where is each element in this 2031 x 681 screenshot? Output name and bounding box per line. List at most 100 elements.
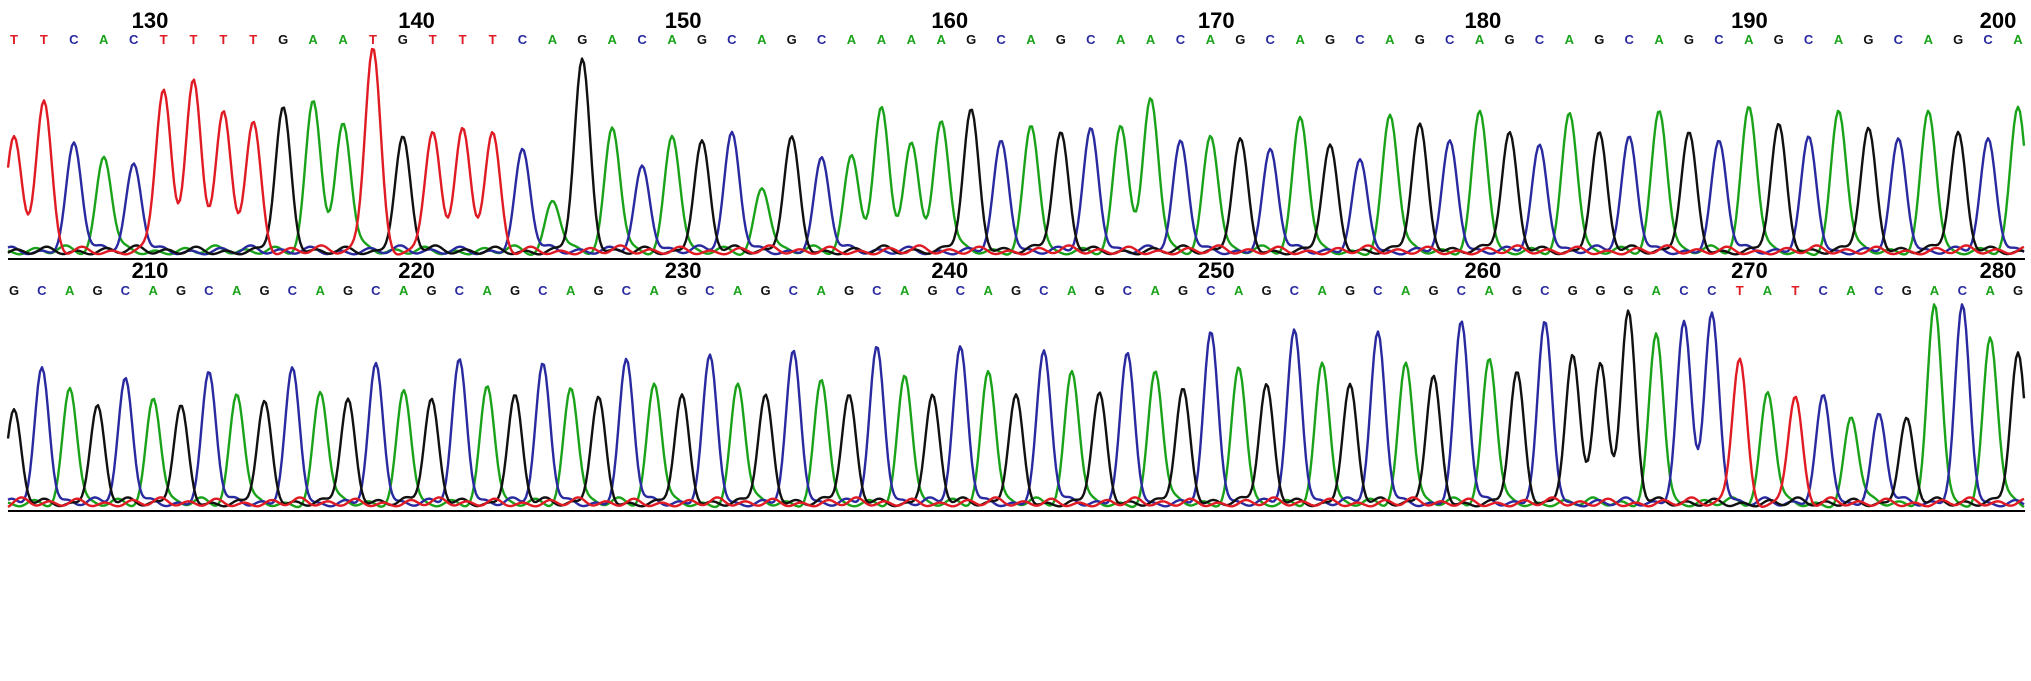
trace-G (7, 57, 2025, 256)
base-call: G (1094, 283, 1104, 298)
traces (6, 47, 2026, 257)
base-call: C (705, 283, 715, 298)
base-call: G (426, 283, 436, 298)
base-call: A (1385, 32, 1395, 47)
base-call: T (1736, 283, 1744, 298)
base-call: C (538, 283, 548, 298)
base-call: A (649, 283, 659, 298)
base-call: C (1206, 283, 1216, 298)
base-call: C (1540, 283, 1550, 298)
position-label: 260 (1464, 258, 1501, 283)
base-call: A (1744, 32, 1754, 47)
base-call: G (1504, 32, 1514, 47)
base-call: G (1684, 32, 1694, 47)
base-call: T (40, 32, 48, 47)
base-call: G (1325, 32, 1335, 47)
base-call: A (548, 32, 558, 47)
base-call: C (1804, 32, 1814, 47)
base-call: A (338, 32, 348, 47)
position-label: 170 (1198, 8, 1235, 33)
base-call: C (956, 283, 966, 298)
base-call: G (398, 32, 408, 47)
base-call: A (1401, 283, 1411, 298)
base-call: G (1594, 32, 1604, 47)
base-call: G (176, 283, 186, 298)
base-call: A (315, 283, 325, 298)
base-call: A (308, 32, 318, 47)
base-call: A (65, 283, 75, 298)
position-label: 180 (1464, 8, 1501, 33)
base-call: A (983, 283, 993, 298)
position-label: 160 (931, 8, 968, 33)
base-call: T (160, 32, 168, 47)
base-call: C (1714, 32, 1724, 47)
base-call: G (787, 32, 797, 47)
base-call: G (1953, 32, 1963, 47)
base-call: A (1146, 32, 1156, 47)
base-call: C (637, 32, 647, 47)
base-call: C (1707, 283, 1717, 298)
base-call: G (278, 32, 288, 47)
position-label: 280 (1980, 258, 2017, 283)
traces (6, 303, 2026, 509)
base-call: C (1818, 283, 1828, 298)
base-call: A (1651, 283, 1661, 298)
base-call: C (1176, 32, 1186, 47)
base-call: A (1924, 32, 1934, 47)
base-call: A (1116, 32, 1126, 47)
base-call: G (1595, 283, 1605, 298)
base-call: C (204, 283, 214, 298)
base-call: A (877, 32, 887, 47)
base-call: A (399, 283, 409, 298)
base-call: G (844, 283, 854, 298)
base-call: A (1026, 32, 1036, 47)
trace-A (7, 303, 2025, 509)
position-labels: 130 140 150 160 170 180 190 200 (132, 8, 2017, 33)
base-call: C (121, 283, 131, 298)
base-call: G (510, 283, 520, 298)
base-call: G (9, 283, 19, 298)
base-call: A (1763, 283, 1773, 298)
base-call: G (2013, 283, 2023, 298)
base-call: G (1512, 283, 1522, 298)
position-label: 220 (398, 258, 435, 283)
position-label: 270 (1731, 258, 1768, 283)
base-call: T (429, 32, 437, 47)
base-call: G (343, 283, 353, 298)
trace-T (6, 47, 2025, 256)
base-call: C (1679, 283, 1689, 298)
base-call: C (288, 283, 298, 298)
base-call: A (482, 283, 492, 298)
position-label: 140 (398, 8, 435, 33)
base-call: A (1475, 32, 1485, 47)
chromatogram-panel-bottom: 210 220 230 240 250 260 270 280 G C A G C A G C A G C A G C A… (6, 258, 2026, 512)
base-call: C (1039, 283, 1049, 298)
base-call: A (99, 32, 109, 47)
base-call: C (1355, 32, 1365, 47)
base-call: G (1902, 283, 1912, 298)
base-call: G (1345, 283, 1355, 298)
base-call: G (259, 283, 269, 298)
base-call: G (1774, 32, 1784, 47)
trace-C (7, 303, 2025, 508)
base-call: A (1834, 32, 1844, 47)
base-call: C (872, 283, 882, 298)
base-call: A (847, 32, 857, 47)
base-call: G (1056, 32, 1066, 47)
base-call: C (1086, 32, 1096, 47)
base-call: G (966, 32, 976, 47)
base-call: C (622, 283, 632, 298)
position-label: 130 (132, 8, 169, 33)
base-call: A (733, 283, 743, 298)
base-call: A (900, 283, 910, 298)
trace-C (7, 127, 2025, 256)
base-call: A (1654, 32, 1664, 47)
base-call: A (1985, 283, 1995, 298)
base-call: G (92, 283, 102, 298)
chromatogram-panel-top: 130 140 150 160 170 180 190 200 T T C A C T T T T G A A T G T… (6, 8, 2026, 260)
base-call: C (69, 32, 79, 47)
position-label: 190 (1731, 8, 1768, 33)
base-call: A (1930, 283, 1940, 298)
base-call: G (1178, 283, 1188, 298)
